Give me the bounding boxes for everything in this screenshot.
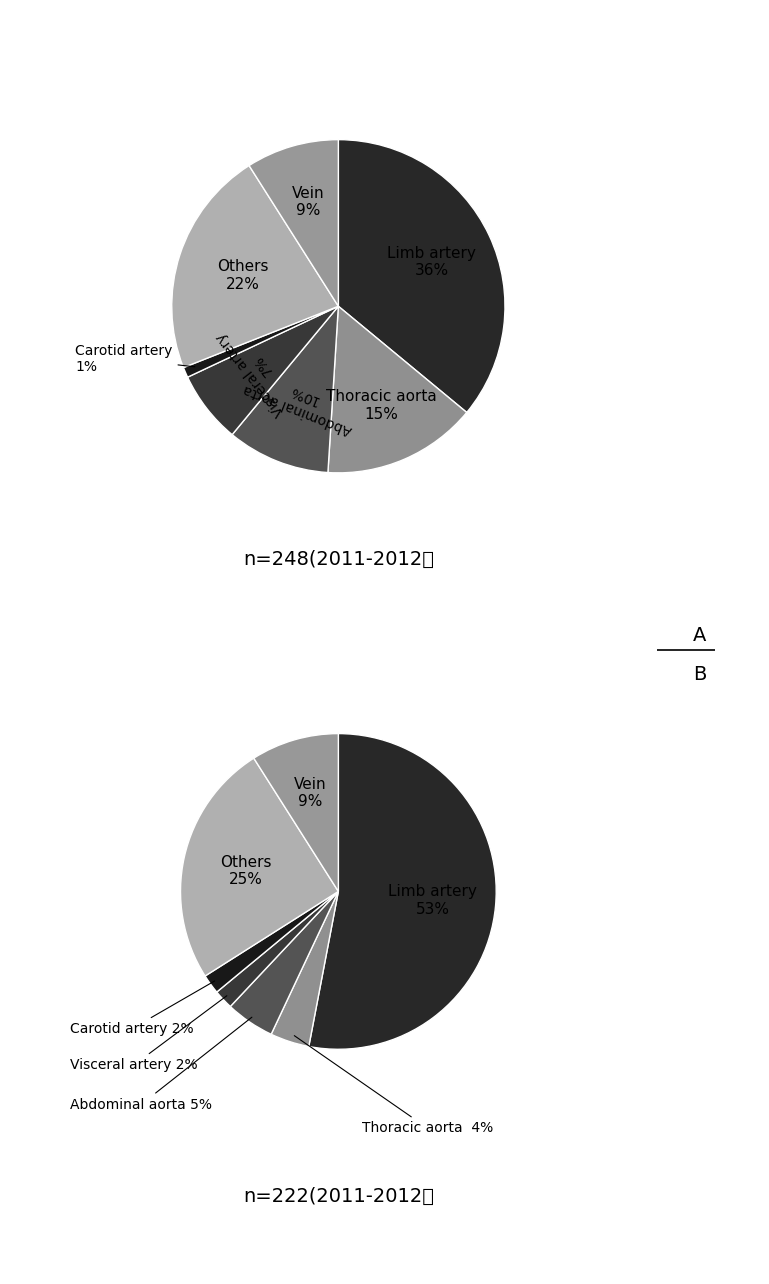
Wedge shape: [217, 891, 338, 1007]
Wedge shape: [205, 891, 338, 993]
Text: Thoracic aorta
15%: Thoracic aorta 15%: [326, 389, 437, 422]
Text: Limb artery
53%: Limb artery 53%: [388, 885, 477, 917]
Wedge shape: [188, 307, 338, 434]
Wedge shape: [309, 733, 496, 1049]
Text: n=222(2011-2012）: n=222(2011-2012）: [243, 1186, 434, 1206]
Text: Others
25%: Others 25%: [220, 855, 271, 887]
Wedge shape: [230, 891, 338, 1035]
Text: Visceral artery 2%: Visceral artery 2%: [70, 996, 227, 1072]
Wedge shape: [338, 140, 505, 412]
Text: Carotid artery 2%: Carotid artery 2%: [70, 981, 215, 1036]
Text: Vein
9%: Vein 9%: [291, 186, 325, 218]
Wedge shape: [184, 307, 338, 377]
Wedge shape: [232, 307, 338, 473]
Text: Others
22%: Others 22%: [218, 259, 269, 291]
Wedge shape: [254, 733, 338, 891]
Wedge shape: [181, 758, 338, 976]
Text: A: A: [693, 627, 707, 645]
Wedge shape: [328, 307, 467, 473]
Text: Vein
9%: Vein 9%: [294, 777, 326, 809]
Wedge shape: [271, 891, 338, 1046]
Text: Visceral artery
7%: Visceral artery 7%: [214, 320, 300, 419]
Text: Abdominal aorta 5%: Abdominal aorta 5%: [70, 1017, 252, 1112]
Text: B: B: [693, 665, 707, 683]
Text: Carotid artery
1%: Carotid artery 1%: [75, 344, 195, 374]
Wedge shape: [249, 140, 338, 307]
Text: n=248(2011-2012）: n=248(2011-2012）: [243, 550, 434, 569]
Text: Limb artery
36%: Limb artery 36%: [388, 247, 476, 279]
Wedge shape: [171, 166, 338, 367]
Text: Abdominal aorta
10%: Abdominal aorta 10%: [241, 367, 360, 438]
Text: Thoracic aorta  4%: Thoracic aorta 4%: [295, 1036, 493, 1135]
